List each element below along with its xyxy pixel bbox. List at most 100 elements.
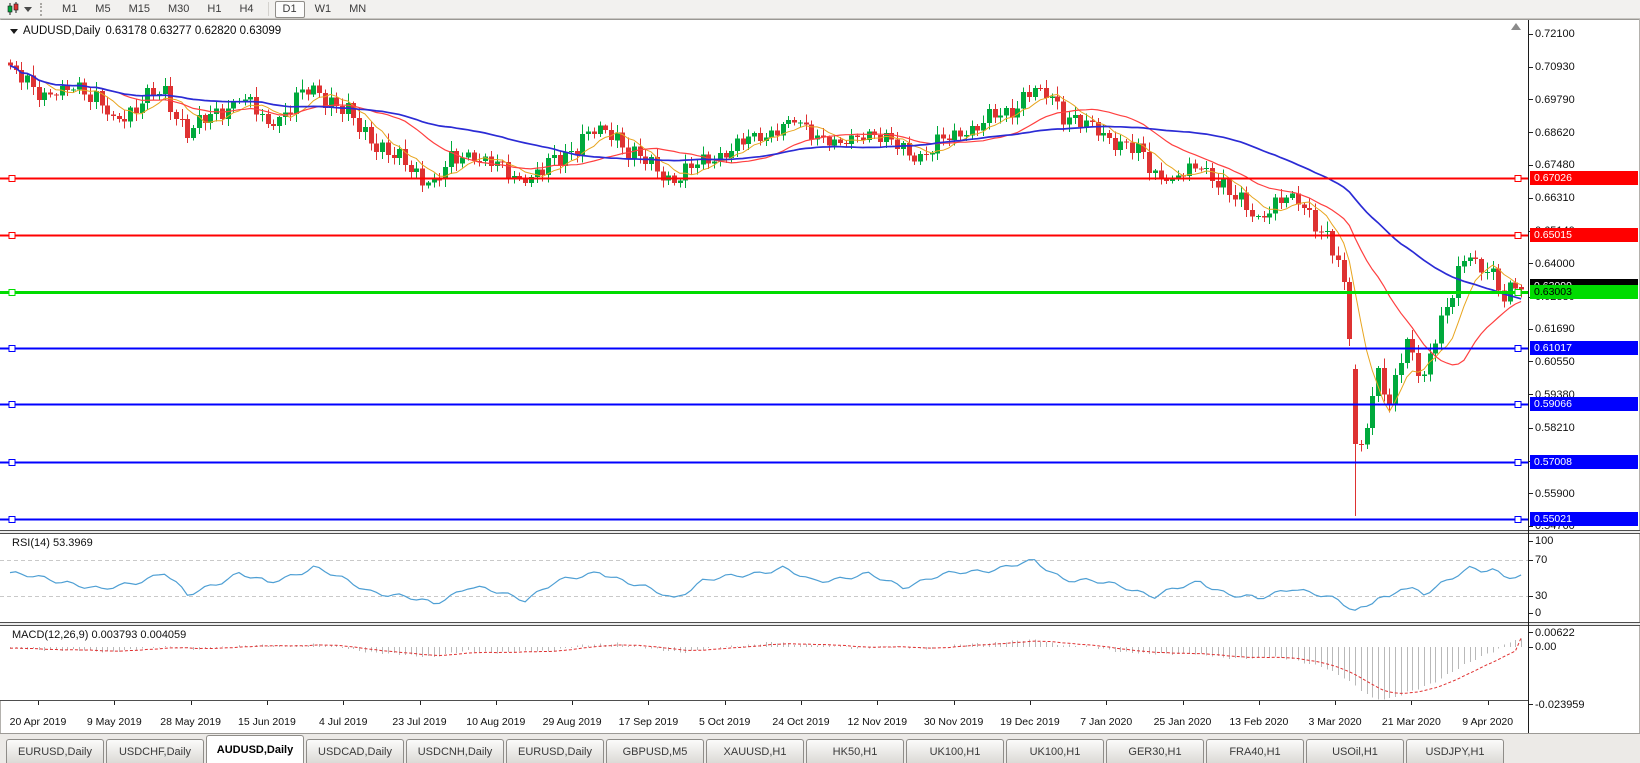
rsi-tick-label: 100 (1535, 535, 1554, 547)
rsi-tick-mark (1529, 540, 1533, 542)
date-tick-mark (1106, 701, 1108, 705)
macd-panel-bottom-border (0, 700, 1529, 701)
chart-shift-marker[interactable] (1511, 23, 1521, 30)
date-tick-mark (801, 701, 802, 705)
price-tick-mark (1529, 361, 1533, 363)
date-label: 13 Feb 2020 (1229, 716, 1289, 728)
macd-tick-mark (1529, 632, 1533, 634)
chart-tab-gbpusd-m5[interactable]: GBPUSD,M5 (606, 739, 704, 763)
date-label: 9 Apr 2020 (1462, 716, 1514, 728)
price-tick-mark (1529, 427, 1533, 429)
date-axis[interactable] (0, 701, 1528, 733)
price-tick-mark (1529, 99, 1533, 101)
timeframe-button-mn[interactable]: MN (349, 2, 367, 15)
date-tick-mark (266, 701, 268, 705)
rsi-indicator-panel[interactable] (0, 534, 1528, 622)
date-tick-mark (1487, 701, 1489, 705)
panel-splitter-macd[interactable] (0, 622, 1640, 626)
date-label: 15 Jun 2019 (237, 716, 296, 728)
chart-tab-ger30-h1[interactable]: GER30,H1 (1106, 739, 1204, 763)
price-tick-label: 0.60550 (1535, 355, 1575, 368)
macd-indicator-label: MACD(12,26,9) 0.003793 0.004059 (12, 629, 187, 641)
date-tick-mark (190, 701, 192, 705)
chart-tab-uk100-h1[interactable]: UK100,H1 (1006, 739, 1104, 763)
chart-tab-usdchf-daily[interactable]: USDCHF,Daily (106, 739, 204, 763)
date-label: 10 Aug 2019 (466, 716, 526, 728)
macd-signal-line (9, 637, 1522, 694)
chart-tab-hk50-h1[interactable]: HK50,H1 (806, 739, 904, 763)
date-label: 28 May 2019 (160, 716, 221, 728)
hline-price-label: 0.57008 (1530, 455, 1638, 470)
panel-splitter-rsi[interactable] (0, 530, 1640, 534)
price-tick-mark (1529, 263, 1533, 265)
chart-window-border (0, 19, 1640, 20)
date-label: 5 Oct 2019 (699, 716, 751, 728)
timeframe-button-m30[interactable]: M30 (167, 2, 190, 15)
price-tick-mark (1529, 132, 1533, 134)
toolbar-separator (267, 2, 269, 16)
macd-chart-canvas[interactable] (0, 626, 1528, 700)
rsi-chart-canvas[interactable] (0, 534, 1528, 622)
chart-symbol-period: AUDUSD,Daily (23, 25, 101, 37)
chart-tab-usdjpy-h1[interactable]: USDJPY,H1 (1406, 739, 1504, 763)
price-tick-label: 0.70930 (1535, 61, 1575, 74)
date-label: 9 May 2019 (86, 716, 142, 728)
date-label: 4 Jul 2019 (318, 716, 368, 728)
chart-tab-fra40-h1[interactable]: FRA40,H1 (1206, 739, 1304, 763)
timeframe-button-w1[interactable]: W1 (314, 2, 332, 15)
date-tick-mark (1029, 701, 1031, 705)
hline-handle (1514, 516, 1522, 523)
date-tick-mark (877, 701, 879, 705)
rsi-tick-label: 70 (1535, 554, 1548, 566)
date-label: 20 Apr 2019 (9, 716, 67, 728)
chart-tab-usdcad-daily[interactable]: USDCAD,Daily (306, 739, 404, 763)
main-chart-panel[interactable] (0, 20, 1528, 530)
chart-tab-eurusd-daily[interactable]: EURUSD,Daily (6, 739, 104, 763)
rsi-indicator-label: RSI(14) 53.3969 (12, 537, 93, 549)
hline-handle (8, 459, 16, 466)
date-label: 12 Nov 2019 (847, 716, 908, 728)
macd-histogram (10, 638, 1522, 700)
chart-tab-eurusd-daily[interactable]: EURUSD,Daily (506, 739, 604, 763)
price-tick-mark (1529, 33, 1533, 35)
chevron-down-icon[interactable] (24, 6, 32, 12)
hline-handle (8, 232, 16, 239)
candlesticks (8, 59, 1524, 516)
timeframe-button-h1[interactable]: H1 (207, 2, 222, 15)
macd-tick-label: 0.00622 (1535, 626, 1575, 639)
chart-tab-uk100-h1[interactable]: UK100,H1 (906, 739, 1004, 763)
hline-price-label: 0.55021 (1530, 511, 1638, 526)
timeframe-button-h4[interactable]: H4 (239, 2, 254, 15)
chart-title-caret-icon[interactable] (10, 28, 18, 34)
date-tick-mark (1182, 701, 1184, 705)
date-label: 3 Mar 2020 (1308, 716, 1362, 728)
price-tick-label: 0.66310 (1535, 192, 1575, 205)
chart-tab-audusd-daily[interactable]: AUDUSD,Daily (206, 735, 304, 763)
toolbar-grip-handle[interactable] (40, 2, 45, 16)
price-tick-label: 0.61690 (1535, 323, 1575, 336)
date-label: 21 Mar 2020 (1381, 716, 1441, 728)
hline-handle (8, 516, 16, 523)
timeframe-button-m15[interactable]: M15 (128, 2, 150, 15)
price-tick-mark (1529, 493, 1533, 495)
timeframe-group: M1 M5 M15 M30 H1 H4 D1 W1 MN (53, 0, 375, 18)
hline-handle (1514, 345, 1522, 352)
date-label: 7 Jan 2020 (1080, 716, 1133, 728)
date-label: 24 Oct 2019 (772, 716, 830, 728)
timeframe-button-m5[interactable]: M5 (95, 2, 111, 15)
hline-handle (8, 401, 16, 408)
candlestick-chart-canvas[interactable] (0, 20, 1528, 530)
price-tick-label: 0.58210 (1535, 422, 1575, 435)
timeframe-button-m1[interactable]: M1 (62, 2, 78, 15)
chart-tab-xauusd-h1[interactable]: XAUUSD,H1 (706, 739, 804, 763)
chart-tab-usdcnh-daily[interactable]: USDCNH,Daily (406, 739, 504, 763)
date-tick-mark (572, 701, 574, 705)
candlestick-chart-icon[interactable] (4, 2, 22, 17)
price-tick-label: 0.69790 (1535, 93, 1575, 106)
macd-indicator-panel[interactable] (0, 626, 1528, 700)
chart-tab-usoil-h1[interactable]: USOil,H1 (1306, 739, 1404, 763)
rsi-tick-label: 30 (1535, 590, 1548, 602)
date-label: 30 Nov 2019 (923, 716, 984, 728)
timeframe-button-d1[interactable]: D1 (274, 0, 305, 18)
